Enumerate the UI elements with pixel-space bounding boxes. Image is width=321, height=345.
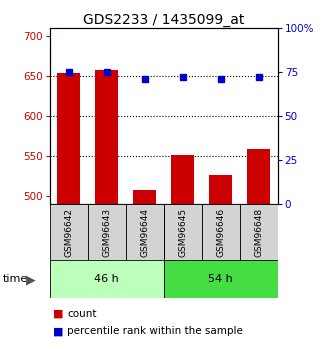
Text: percentile rank within the sample: percentile rank within the sample: [67, 326, 243, 336]
Bar: [164, 260, 278, 298]
Bar: [171, 155, 194, 204]
Bar: [95, 70, 118, 204]
Bar: [209, 175, 232, 204]
Bar: [247, 149, 270, 204]
Title: GDS2233 / 1435099_at: GDS2233 / 1435099_at: [83, 12, 244, 27]
Text: GSM96644: GSM96644: [140, 207, 149, 257]
Bar: [88, 204, 126, 260]
Text: GSM96648: GSM96648: [254, 207, 263, 257]
Text: 54 h: 54 h: [208, 275, 233, 284]
Bar: [126, 204, 164, 260]
Text: GSM96643: GSM96643: [102, 207, 111, 257]
Text: ■: ■: [53, 326, 64, 336]
Text: ■: ■: [53, 309, 64, 319]
Text: GSM96642: GSM96642: [64, 207, 73, 257]
Text: time: time: [3, 275, 29, 284]
Text: ▶: ▶: [26, 273, 35, 286]
Bar: [133, 190, 156, 204]
Text: 46 h: 46 h: [94, 275, 119, 284]
Bar: [50, 204, 88, 260]
Text: count: count: [67, 309, 97, 319]
Bar: [57, 73, 80, 204]
Bar: [202, 204, 240, 260]
Text: GSM96646: GSM96646: [216, 207, 225, 257]
Text: GSM96645: GSM96645: [178, 207, 187, 257]
Bar: [50, 260, 164, 298]
Bar: [164, 204, 202, 260]
Bar: [240, 204, 278, 260]
